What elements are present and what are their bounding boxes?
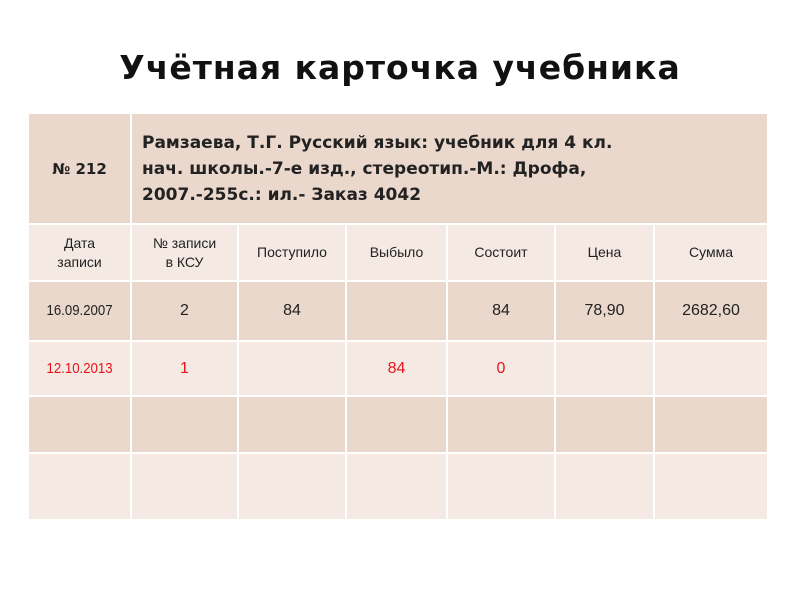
column-header: № записи в КСУ	[130, 223, 239, 282]
empty-cell	[237, 395, 347, 454]
record-value: 78,90	[584, 302, 625, 319]
record-cell: 84	[237, 280, 347, 342]
description-line: Рамзаева, Т.Г. Русский язык: учебник для…	[142, 132, 613, 153]
record-cell: 1	[130, 340, 239, 397]
record-cell: 84	[345, 340, 448, 397]
card-header-row: № 212 Рамзаева, Т.Г. Русский язык: учебни…	[27, 112, 769, 225]
record-value: 84	[283, 302, 301, 319]
record-cell: 84	[446, 280, 556, 342]
page-title: Учётная карточка учебника	[119, 48, 681, 87]
record-value: 84	[492, 302, 510, 319]
record-row: 16.09.2007 2 84 84 78,90 2682,60	[27, 280, 769, 342]
record-date: 12.10.2013	[46, 359, 113, 377]
empty-cell	[446, 452, 556, 521]
empty-cell	[345, 395, 448, 454]
record-row: 12.10.2013 1 84 0	[27, 340, 769, 397]
empty-cell	[446, 395, 556, 454]
column-header-row: Дата записи № записи в КСУ Поступило Выбыло Со…	[27, 223, 769, 282]
column-header: Поступило	[237, 223, 347, 282]
record-cell: 0	[446, 340, 556, 397]
record-cell: 12.10.2013	[27, 340, 132, 397]
record-value: 0	[496, 359, 506, 377]
empty-cell	[27, 395, 132, 454]
column-header: Сумма	[653, 223, 769, 282]
header-line: в КСУ	[165, 253, 204, 270]
card-number-cell: № 212	[27, 112, 132, 225]
empty-cell	[345, 452, 448, 521]
column-header: Выбыло	[345, 223, 448, 282]
record-value: 1	[180, 359, 189, 377]
record-cell: 16.09.2007	[27, 280, 132, 342]
record-cell	[554, 340, 655, 397]
record-value: 2	[180, 302, 189, 319]
empty-cell	[130, 395, 239, 454]
record-card: № 212 Рамзаева, Т.Г. Русский язык: учебни…	[27, 112, 769, 521]
description-line: 2007.-255с.: ил.- Заказ 4042	[142, 184, 422, 205]
column-header: Состоит	[446, 223, 556, 282]
empty-cell	[237, 452, 347, 521]
header-line: № записи	[152, 234, 217, 251]
header-line: Поступило	[257, 244, 327, 260]
empty-cell	[554, 452, 655, 521]
empty-row	[27, 452, 769, 521]
header-line: Состоит	[474, 244, 528, 260]
record-cell: 2	[130, 280, 239, 342]
description-cell: Рамзаева, Т.Г. Русский язык: учебник для…	[130, 112, 769, 225]
header-line: записи	[57, 253, 102, 270]
card-number: № 212	[52, 159, 107, 178]
empty-cell	[27, 452, 132, 521]
column-header: Дата записи	[27, 223, 132, 282]
header-line: Выбыло	[369, 244, 424, 260]
header-line: Цена	[587, 244, 622, 260]
empty-row	[27, 395, 769, 454]
empty-cell	[653, 395, 769, 454]
record-date: 16.09.2007	[46, 302, 113, 319]
record-cell	[653, 340, 769, 397]
empty-cell	[653, 452, 769, 521]
record-value: 84	[387, 359, 406, 377]
header-line: Сумма	[689, 244, 733, 260]
empty-cell	[130, 452, 239, 521]
record-cell: 2682,60	[653, 280, 769, 342]
column-header: Цена	[554, 223, 655, 282]
record-cell	[345, 280, 448, 342]
record-value: 2682,60	[682, 302, 740, 319]
header-line: Дата	[63, 234, 95, 251]
record-cell	[237, 340, 347, 397]
empty-cell	[554, 395, 655, 454]
description-line: нач. школы.-7-е изд., стереотип.-М.: Дро…	[142, 158, 587, 179]
record-cell: 78,90	[554, 280, 655, 342]
